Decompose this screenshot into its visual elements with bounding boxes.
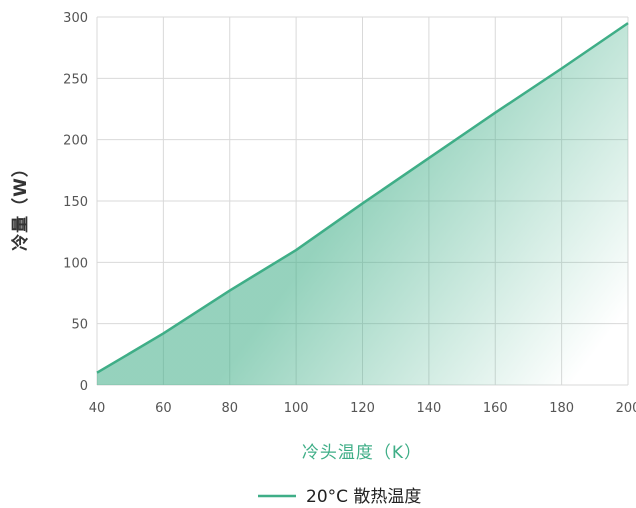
x-tick-label: 140 [416, 401, 441, 416]
y-tick-label: 150 [63, 195, 88, 210]
y-tick-label: 250 [63, 72, 88, 87]
x-tick-label: 180 [549, 401, 574, 416]
x-tick-label: 100 [284, 401, 309, 416]
series-line [96, 22, 629, 374]
x-tick-label: 40 [89, 401, 106, 416]
x-tick-label: 60 [155, 401, 172, 416]
y-tick-label: 300 [63, 11, 88, 26]
y-axis-label: 冷量（W） [10, 159, 31, 251]
legend: 20°C 散热温度 [258, 487, 421, 507]
y-axis-ticks: 0 50 100 150 200 250 300 [63, 11, 88, 394]
x-tick-label: 80 [221, 401, 238, 416]
line-layer [96, 22, 629, 374]
y-tick-label: 200 [63, 134, 88, 149]
x-tick-label: 120 [350, 401, 375, 416]
x-tick-label: 160 [483, 401, 508, 416]
y-tick-label: 0 [80, 379, 88, 394]
x-tick-label: 200 [616, 401, 636, 416]
x-axis-label: 冷头温度（K） [302, 443, 422, 463]
y-tick-label: 100 [63, 256, 88, 271]
legend-label: 20°C 散热温度 [306, 487, 421, 507]
x-axis-ticks: 40 60 80 100 120 140 160 180 200 [89, 401, 636, 416]
y-tick-label: 50 [71, 318, 88, 333]
